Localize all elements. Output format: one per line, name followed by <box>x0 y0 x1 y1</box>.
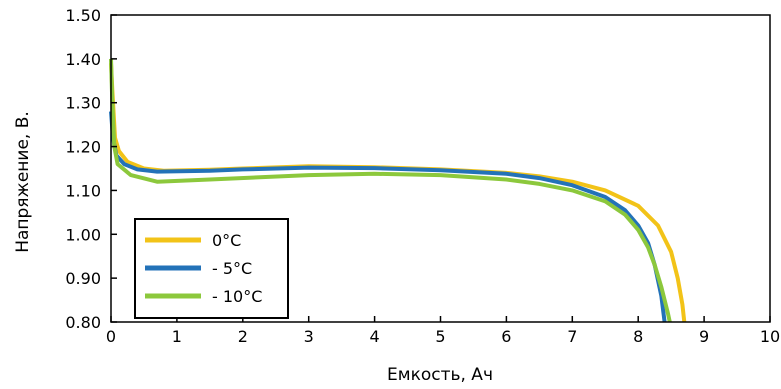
x-tick-label: 1 <box>172 327 182 346</box>
y-tick-label: 1.40 <box>65 50 101 69</box>
x-tick-label: 2 <box>238 327 248 346</box>
y-axis-title: Напряжение, В. <box>13 111 33 253</box>
y-tick-label: 1.30 <box>65 94 101 113</box>
legend: 0°C - 5°C - 10°C <box>134 218 289 319</box>
legend-label-1: 0°C <box>212 231 241 250</box>
series-line-2 <box>109 111 667 323</box>
x-tick-label: 8 <box>633 327 643 346</box>
legend-label-2: - 5°C <box>212 259 252 278</box>
y-tick-label: 1.50 <box>65 6 101 25</box>
x-tick-label: 9 <box>699 327 709 346</box>
x-tick-label: 10 <box>760 327 780 346</box>
x-axis-title: Емкость, Ач <box>387 365 493 385</box>
x-tick-label: 0 <box>106 327 116 346</box>
y-tick-label: 1.00 <box>65 225 101 244</box>
plot-area <box>109 58 687 323</box>
series-line-3 <box>109 58 672 323</box>
x-tick-label: 3 <box>304 327 314 346</box>
y-tick-label: 1.10 <box>65 181 101 200</box>
y-tick-label: 0.80 <box>65 313 101 332</box>
legend-label-3: - 10°C <box>212 287 262 306</box>
x-tick-label: 5 <box>435 327 445 346</box>
x-tick-label: 6 <box>501 327 511 346</box>
axes: 0 1 2 3 4 5 6 7 8 9 10 0.80 0.90 1.00 1.10 1.20 1.30 1.40… <box>65 6 780 346</box>
y-tick-label: 1.20 <box>65 138 101 157</box>
y-tick-label: 0.90 <box>65 269 101 288</box>
x-tick-label: 7 <box>567 327 577 346</box>
x-tick-label: 4 <box>370 327 380 346</box>
